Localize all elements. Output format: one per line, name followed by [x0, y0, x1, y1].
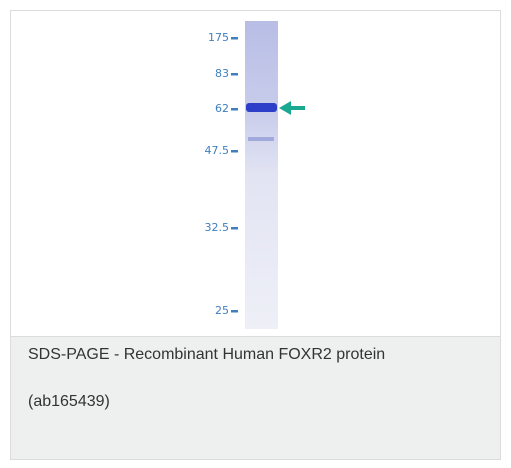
protein-band	[246, 103, 277, 112]
figure: 175 83 62 47.5 32.5 25 SDS-PAGE - Recombinant…	[10, 10, 501, 460]
gel-svg: 175 83 62 47.5 32.5 25	[11, 11, 500, 336]
caption-line: (ab165439)	[28, 393, 110, 411]
gel-lane	[245, 21, 278, 329]
marker-dash	[231, 227, 238, 230]
marker-label: 47.5	[205, 144, 230, 157]
arrow	[279, 101, 305, 115]
marker-dash	[231, 37, 238, 40]
marker-label: 175	[208, 31, 229, 44]
marker-label: 25	[215, 304, 229, 317]
marker-label: 32.5	[205, 221, 230, 234]
caption-line: SDS-PAGE - Recombinant Human FOXR2 prote…	[28, 346, 385, 364]
marker-label: 62	[215, 102, 229, 115]
page: 175 83 62 47.5 32.5 25 SDS-PAGE - Recombinant…	[0, 0, 511, 468]
marker-dash	[231, 108, 238, 111]
marker-dash	[231, 73, 238, 76]
marker-dash	[231, 310, 238, 313]
marker-dash	[231, 150, 238, 153]
gel-image: 175 83 62 47.5 32.5 25	[11, 11, 500, 337]
marker-label: 83	[215, 67, 229, 80]
minor-band	[248, 137, 274, 141]
